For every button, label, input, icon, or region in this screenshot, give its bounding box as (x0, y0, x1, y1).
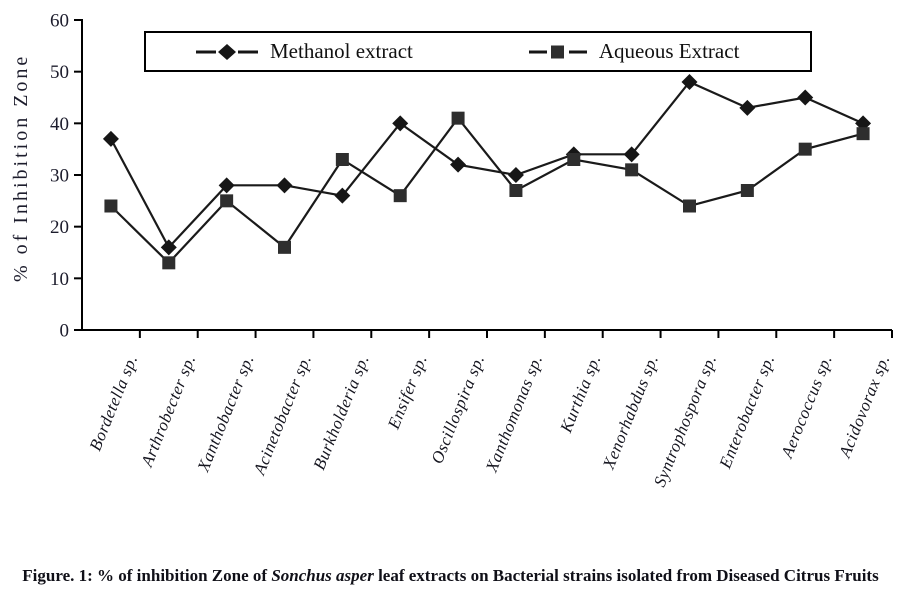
x-axis-label: Aerococcus sp. (777, 352, 836, 461)
caption-species-name: Sonchus asper (271, 566, 374, 585)
x-axis-label: Syntrophospora sp. (649, 352, 721, 490)
caption-prefix: Figure. 1: % of inhibition Zone of (22, 566, 272, 585)
legend-entry-aqueous: Aqueous Extract (528, 39, 740, 64)
x-axis-label: Xanthomonas sp. (482, 352, 547, 475)
data-point-1-9 (625, 163, 639, 177)
y-tick-label: 50 (50, 62, 69, 83)
data-point-1-10 (683, 199, 696, 213)
series-line-1 (110, 116, 864, 265)
caption-suffix: leaf extracts on Bacterial strains isola… (373, 566, 879, 585)
x-axis-label: Acinetobacter sp. (249, 352, 316, 478)
y-tick-label: 40 (50, 114, 69, 135)
y-tick-label: 30 (50, 166, 69, 187)
y-tick-label: 10 (50, 269, 69, 290)
data-point-0-6 (450, 156, 467, 173)
series-line-0 (109, 80, 864, 250)
data-point-0-0 (102, 130, 119, 147)
data-point-1-2 (220, 194, 234, 208)
x-axis-label: Oscillospira sp. (427, 352, 489, 467)
data-point-1-5 (393, 189, 407, 203)
data-point-1-8 (567, 153, 581, 166)
data-point-1-12 (798, 142, 812, 156)
legend-diamond-marker (196, 43, 258, 60)
data-point-0-10 (681, 74, 698, 90)
x-axis-label: Ensifer sp. (383, 352, 431, 432)
data-point-1-13 (856, 127, 870, 141)
legend-entry-methanol: Methanol extract (196, 39, 413, 64)
x-axis-label: Burkholderia sp. (309, 352, 373, 473)
legend-label-aqueous: Aqueous Extract (598, 39, 740, 63)
y-tick-label: 0 (60, 321, 70, 342)
data-point-0-4 (334, 187, 351, 204)
x-axis-label: Acidovorax sp. (835, 352, 894, 461)
x-axis-label: Xenorhabdus sp. (599, 352, 663, 472)
data-point-1-3 (278, 240, 291, 254)
data-point-1-1 (162, 256, 176, 270)
x-axis-label: Kurthia sp. (556, 352, 605, 436)
data-point-0-1 (160, 239, 177, 256)
data-point-1-6 (451, 111, 465, 125)
x-axis-label: Xanthobacter sp. (193, 352, 258, 475)
y-tick-label: 20 (50, 217, 69, 238)
legend-square-marker (528, 45, 587, 58)
x-axis-label: Enterobacter sp. (715, 352, 778, 472)
x-axis-label: Bordetella sp. (85, 352, 142, 454)
y-tick-label: 60 (50, 11, 69, 32)
data-point-1-7 (509, 184, 523, 197)
data-point-0-12 (797, 89, 814, 106)
data-point-0-2 (218, 177, 235, 194)
data-point-0-5 (392, 115, 409, 132)
data-point-0-11 (739, 99, 756, 116)
chart-plot-area: 0 10 20 30 40 50 60 (50, 11, 893, 342)
legend-label-methanol: Methanol extract (270, 39, 413, 63)
data-point-1-4 (335, 153, 349, 166)
figure-caption: Figure. 1: % of inhibition Zone of Sonch… (0, 566, 901, 586)
data-point-0-9 (623, 146, 640, 163)
data-point-0-3 (276, 177, 293, 194)
data-point-1-11 (740, 184, 754, 197)
data-point-1-0 (104, 199, 118, 213)
x-axis-label: Arthrobecter sp. (137, 352, 200, 470)
data-point-0-7 (507, 167, 524, 183)
chart-legend: Methanol extract Aqueous Extract (144, 31, 812, 72)
